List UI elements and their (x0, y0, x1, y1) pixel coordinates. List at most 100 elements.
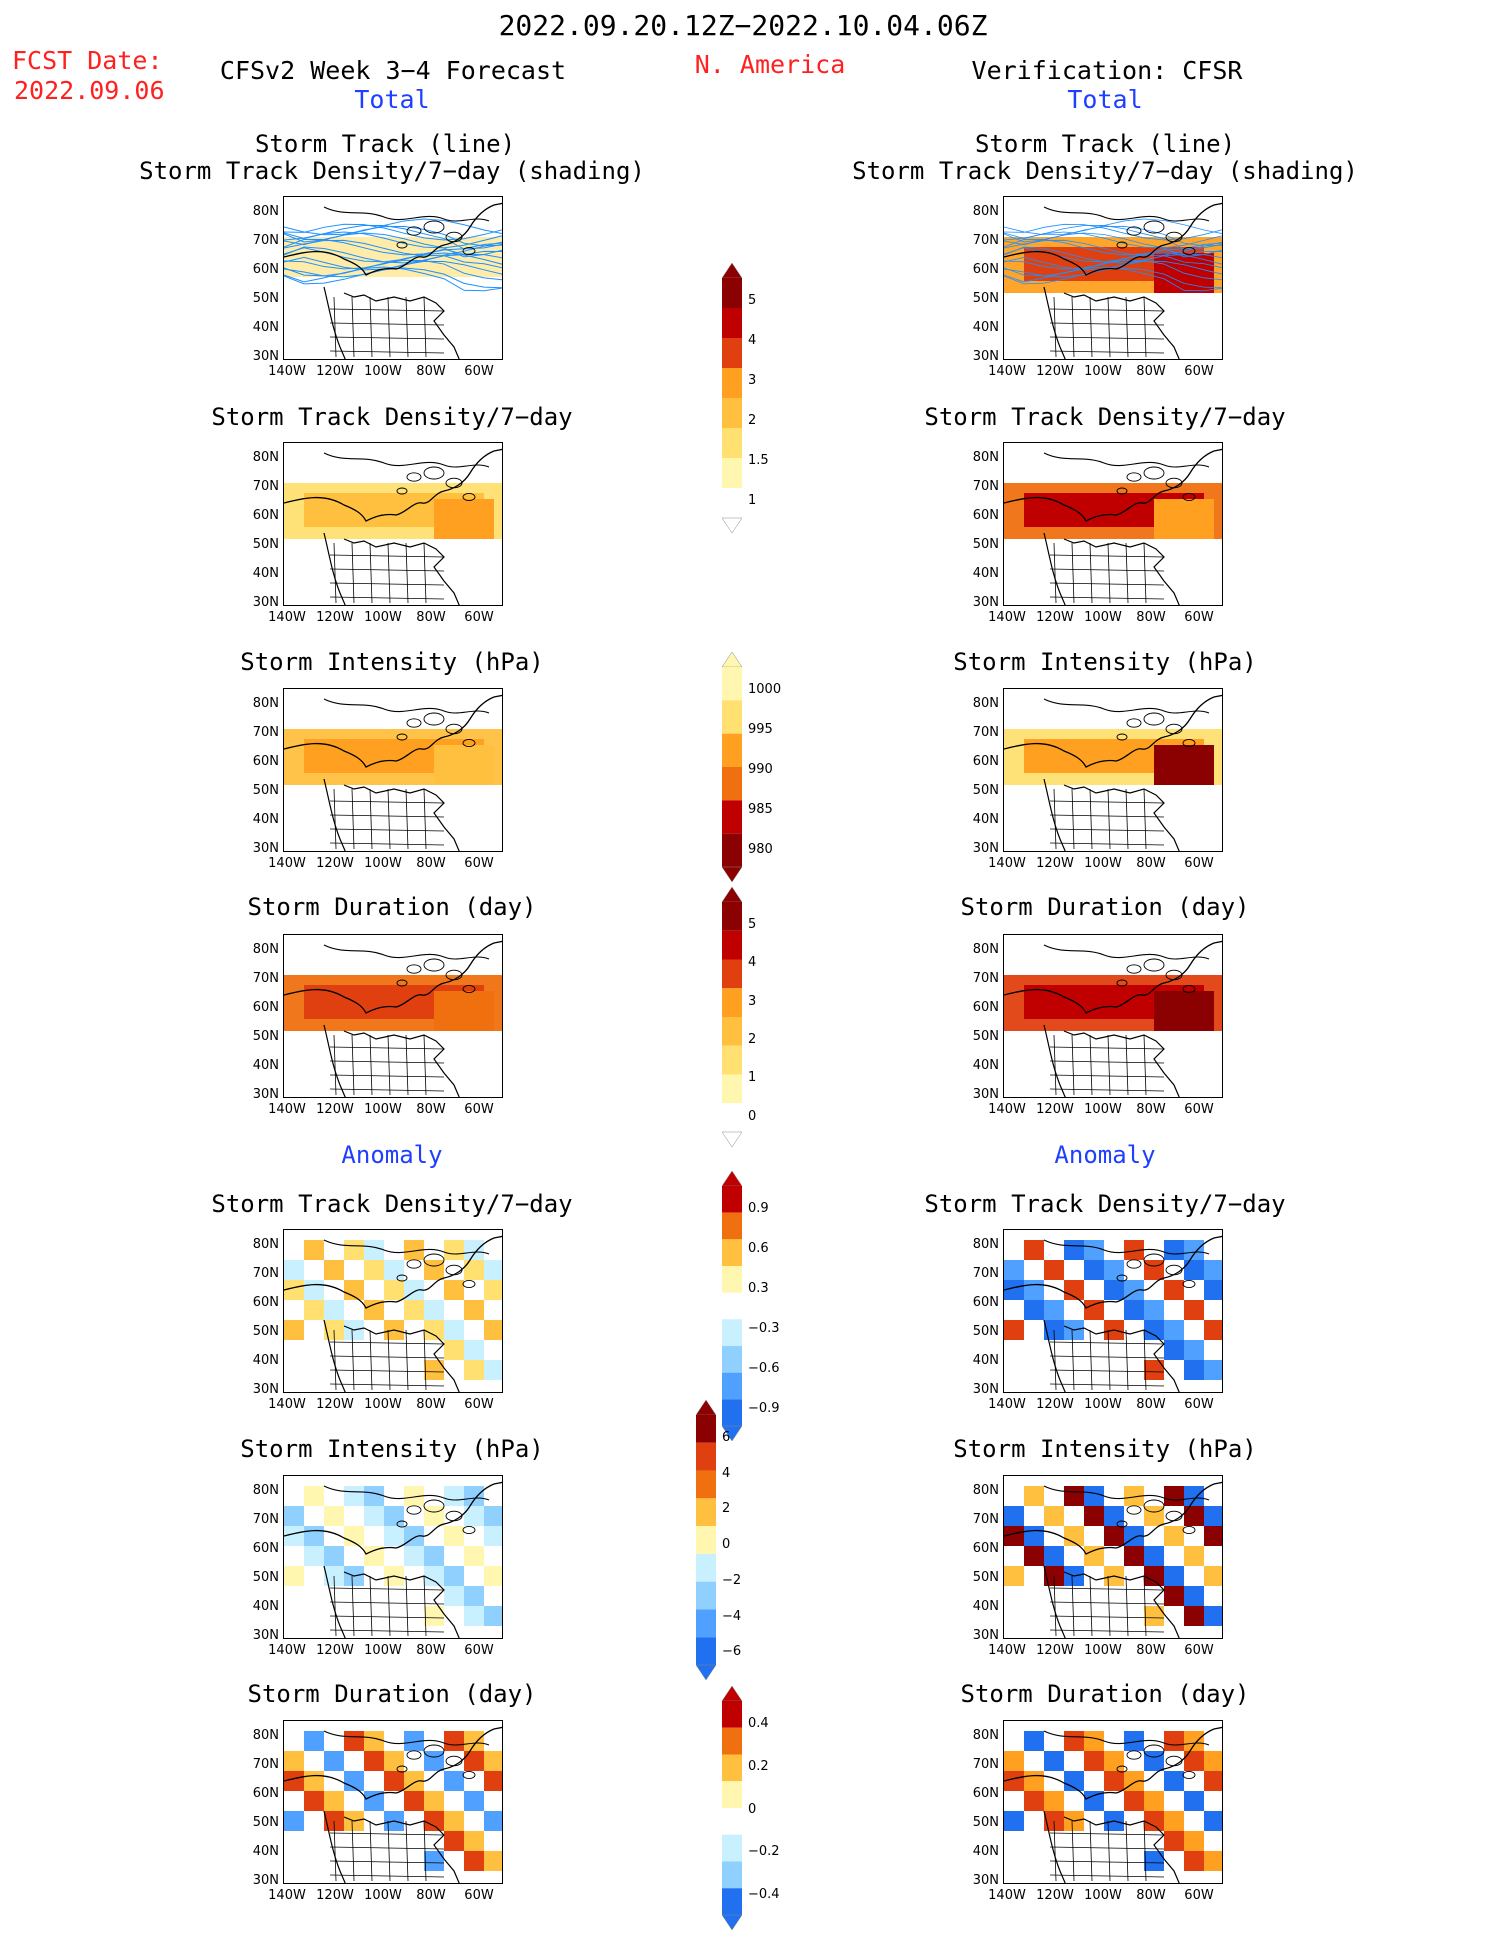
panel-title-duration-total-left: Storm Duration (day) (247, 893, 537, 921)
map-duration-anom-right (1003, 1720, 1223, 1884)
lon-tick-label: 120W (1036, 1888, 1074, 1903)
colorbar-duration_anom (721, 1685, 743, 1934)
lon-tick-label: 80W (1136, 610, 1166, 625)
lat-tick-label: 30N (252, 1628, 279, 1643)
lat-tick-label: 80N (252, 1237, 279, 1252)
lon-tick-label: 140W (988, 364, 1026, 379)
lon-tick-label: 100W (1084, 610, 1122, 625)
panel-title-intensity-anom-left: Storm Intensity (hPa) (240, 1435, 544, 1463)
lon-tick-label: 60W (464, 1397, 494, 1412)
lon-tick-label: 120W (1036, 1102, 1074, 1117)
lon-tick-label: 80W (1136, 364, 1166, 379)
lat-tick-label: 70N (972, 233, 999, 248)
lon-tick-label: 140W (268, 1397, 306, 1412)
colorbar-tick-label: −4 (722, 1608, 742, 1624)
lat-tick-label: 60N (972, 1000, 999, 1015)
lat-tick-label: 80N (972, 1728, 999, 1743)
lon-tick-label: 100W (1084, 364, 1122, 379)
lat-tick-label: 70N (252, 479, 279, 494)
colorbar-tick-label: 0.2 (748, 1758, 769, 1774)
lat-tick-label: 40N (972, 1599, 999, 1614)
lon-tick-label: 60W (464, 1643, 494, 1658)
lat-tick-label: 70N (972, 1757, 999, 1772)
lat-tick-label: 80N (252, 1728, 279, 1743)
map-track-left (283, 196, 503, 360)
lon-tick-label: 80W (1136, 1888, 1166, 1903)
panel-title-intensity-total-right: Storm Intensity (hPa) (953, 648, 1257, 676)
colorbar-tick-label: −0.6 (748, 1361, 780, 1376)
lon-tick-label: 80W (416, 1888, 446, 1903)
lat-tick-label: 50N (972, 537, 999, 552)
lon-tick-label: 100W (364, 856, 402, 871)
anomaly-label-left: Anomaly (341, 1141, 443, 1169)
lon-tick-label: 60W (464, 1102, 494, 1117)
colorbar-tick-label: 985 (748, 802, 773, 817)
colorbar-tick-label: 1000 (748, 682, 782, 697)
lat-tick-label: 30N (252, 1382, 279, 1397)
colorbar-tick-label: 1 (748, 493, 757, 508)
colorbar-tick-label: 4 (748, 955, 757, 971)
lon-tick-label: 80W (1136, 1102, 1166, 1117)
main-title: 2022.09.20.12Z−2022.10.04.06Z (498, 9, 988, 42)
colorbar-tick-label: 0.9 (748, 1201, 769, 1216)
lat-tick-label: 50N (972, 1029, 999, 1044)
panel-title-density-anom-right: Storm Track Density/7−day (924, 1190, 1286, 1218)
lat-tick-label: 60N (972, 262, 999, 277)
map-density-anom-right (1003, 1229, 1223, 1393)
lat-tick-label: 30N (252, 595, 279, 610)
lat-tick-label: 70N (252, 1266, 279, 1281)
lon-tick-label: 140W (988, 1643, 1026, 1658)
colorbar-tick-label: −0.2 (748, 1844, 780, 1860)
colorbar-tick-label: −0.9 (748, 1401, 780, 1416)
lat-tick-label: 60N (972, 508, 999, 523)
lon-tick-label: 120W (316, 856, 354, 871)
lon-tick-label: 140W (268, 1643, 306, 1658)
lat-tick-label: 40N (252, 1599, 279, 1614)
lon-tick-label: 120W (1036, 856, 1074, 871)
lon-tick-label: 60W (1184, 364, 1214, 379)
lat-tick-label: 70N (252, 1757, 279, 1772)
colorbar-tick-label: 3 (748, 373, 757, 388)
colorbar-density_total (721, 262, 743, 537)
map-intensity-total-right (1003, 688, 1223, 852)
lon-tick-label: 100W (364, 1643, 402, 1658)
lat-tick-label: 30N (972, 841, 999, 856)
lat-tick-label: 50N (972, 291, 999, 306)
lon-tick-label: 60W (1184, 1643, 1214, 1658)
colorbar-tick-label: 0 (748, 1801, 757, 1817)
lon-tick-label: 60W (464, 364, 494, 379)
lon-tick-label: 60W (1184, 1102, 1214, 1117)
colorbar-tick-label: 2 (748, 413, 757, 428)
lon-tick-label: 120W (316, 1888, 354, 1903)
lon-tick-label: 80W (416, 1643, 446, 1658)
colorbar-tick-label: 990 (748, 762, 773, 777)
panel-title-duration-anom-right: Storm Duration (day) (960, 1680, 1250, 1708)
colorbar-intensity_anom (695, 1399, 717, 1684)
panel-title-intensity-total-left: Storm Intensity (hPa) (240, 648, 544, 676)
lat-tick-label: 70N (972, 1266, 999, 1281)
lat-tick-label: 80N (972, 1237, 999, 1252)
lat-tick-label: 50N (972, 783, 999, 798)
lat-tick-label: 70N (972, 971, 999, 986)
lon-tick-label: 60W (464, 1888, 494, 1903)
lon-tick-label: 100W (364, 1397, 402, 1412)
lon-tick-label: 60W (464, 610, 494, 625)
lon-tick-label: 100W (1084, 1397, 1122, 1412)
lat-tick-label: 80N (252, 450, 279, 465)
map-density-anom-left (283, 1229, 503, 1393)
lon-tick-label: 80W (416, 610, 446, 625)
anomaly-label-right: Anomaly (1054, 1141, 1156, 1169)
lat-tick-label: 40N (252, 320, 279, 335)
panel-title-density-total-left: Storm Track Density/7−day (211, 403, 573, 431)
lat-tick-label: 40N (252, 1353, 279, 1368)
lat-tick-label: 60N (252, 262, 279, 277)
lat-tick-label: 50N (252, 783, 279, 798)
lon-tick-label: 60W (464, 856, 494, 871)
colorbar-tick-label: 4 (748, 333, 757, 348)
lat-tick-label: 80N (972, 696, 999, 711)
colorbar-tick-label: 5 (748, 917, 757, 932)
lat-tick-label: 80N (972, 450, 999, 465)
lon-tick-label: 100W (1084, 1643, 1122, 1658)
lat-tick-label: 60N (252, 1786, 279, 1801)
lat-tick-label: 50N (972, 1815, 999, 1830)
